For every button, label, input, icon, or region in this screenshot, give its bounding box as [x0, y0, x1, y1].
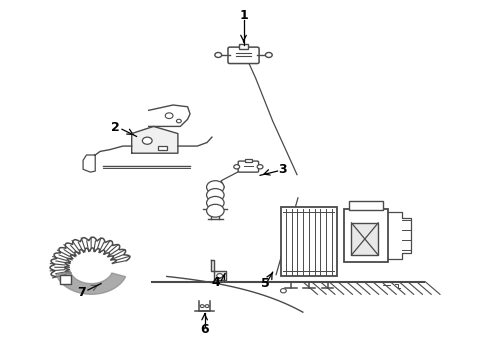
- Circle shape: [280, 289, 286, 293]
- Bar: [281, 207, 336, 276]
- Circle shape: [176, 119, 181, 123]
- Circle shape: [142, 137, 152, 144]
- Circle shape: [265, 53, 272, 58]
- Circle shape: [206, 181, 224, 194]
- Text: 7: 7: [77, 286, 86, 299]
- Text: 3: 3: [278, 163, 286, 176]
- Circle shape: [216, 274, 222, 278]
- Circle shape: [233, 165, 239, 169]
- Circle shape: [206, 197, 224, 209]
- Polygon shape: [131, 126, 178, 153]
- Text: 1: 1: [239, 9, 247, 22]
- Circle shape: [206, 189, 224, 202]
- Bar: [344, 208, 387, 262]
- Text: 2: 2: [111, 121, 120, 134]
- FancyBboxPatch shape: [238, 161, 258, 172]
- Circle shape: [204, 305, 208, 307]
- Circle shape: [206, 204, 224, 217]
- Circle shape: [165, 113, 173, 118]
- Text: 4: 4: [211, 276, 220, 289]
- Circle shape: [200, 305, 203, 307]
- FancyBboxPatch shape: [227, 47, 259, 64]
- Bar: [158, 146, 167, 150]
- Bar: [348, 202, 382, 210]
- Polygon shape: [56, 272, 125, 294]
- Bar: [244, 158, 251, 162]
- Circle shape: [257, 165, 263, 169]
- Text: 5: 5: [260, 277, 269, 290]
- Circle shape: [214, 53, 221, 58]
- Bar: [238, 44, 248, 49]
- Bar: [60, 275, 71, 284]
- Text: 6: 6: [200, 323, 208, 336]
- Bar: [351, 223, 377, 255]
- Polygon shape: [211, 260, 225, 280]
